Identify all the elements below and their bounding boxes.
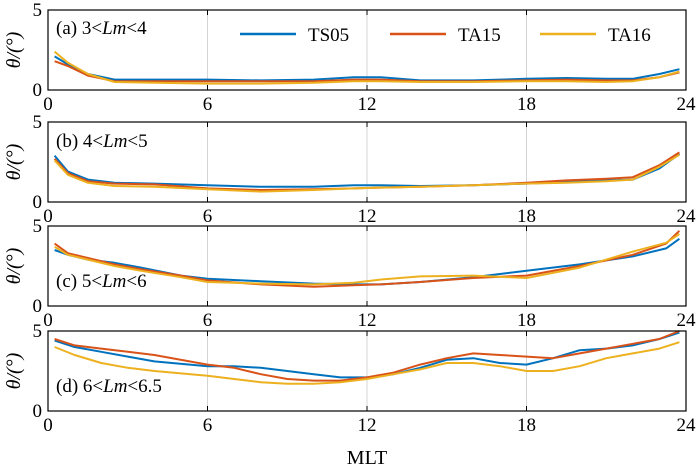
panel-0: 0 6 12 18 24 0 5 θ/(°) (a) 3<Lm<4: [3, 0, 696, 115]
panel-label: (d) 6<Lm<6.5: [56, 376, 162, 397]
x-tick-label: 24: [677, 94, 697, 115]
legend-label-ta15: TA15: [458, 25, 501, 46]
x-tick-label: 18: [517, 94, 536, 115]
x-tick-label: 24: [677, 206, 697, 227]
x-tick-label: 18: [517, 206, 536, 227]
panel-1: 0 6 12 18 24 0 5 θ/(°) (b) 4<Lm<5: [3, 112, 696, 227]
series-line-ta16: [53, 153, 680, 193]
y-tick-label: 0: [33, 296, 43, 317]
y-tick-label: 5: [33, 321, 43, 342]
x-tick-label: 6: [203, 94, 213, 115]
y-axis-label: θ/(°): [3, 247, 25, 284]
y-axis-label: θ/(°): [3, 143, 25, 180]
panel-label: (a) 3<Lm<4: [56, 18, 147, 39]
legend: TS05 TA15 TA16: [240, 25, 651, 46]
legend-label-ts05: TS05: [308, 25, 349, 46]
x-tick-label: 6: [203, 310, 213, 331]
y-tick-label: 5: [33, 216, 43, 237]
x-tick-label: 6: [203, 206, 213, 227]
legend-label-ta16: TA16: [608, 25, 651, 46]
series-line-ta16: [54, 233, 680, 286]
panel-label: (c) 5<Lm<6: [56, 271, 147, 292]
y-tick-label: 5: [33, 112, 43, 133]
panel-3: 0 6 12 18 24 0 5 θ/(°) (d) 6<Lm<6.5: [3, 321, 696, 436]
x-tick-label: 12: [358, 415, 377, 436]
x-tick-label: 24: [677, 310, 697, 331]
x-tick-label: 12: [358, 94, 377, 115]
x-tick-label: 18: [517, 310, 536, 331]
y-tick-label: 0: [33, 80, 43, 101]
x-tick-label: 0: [43, 415, 53, 436]
x-axis-label: MLT: [347, 447, 387, 469]
x-tick-label: 0: [43, 94, 53, 115]
y-axis-label: θ/(°): [3, 352, 25, 389]
x-tick-label: 0: [43, 206, 53, 227]
x-tick-label: 6: [203, 415, 213, 436]
panel-2: 0 6 12 18 24 0 5 θ/(°) (c) 5<Lm<6: [3, 216, 696, 331]
x-tick-label: 24: [677, 415, 697, 436]
x-tick-label: 12: [358, 310, 377, 331]
y-axis-label: θ/(°): [3, 31, 25, 68]
series-line-ta16: [54, 341, 680, 385]
panel-label: (b) 4<Lm<5: [56, 131, 148, 152]
x-tick-label: 0: [43, 310, 53, 331]
series-line-ta15: [54, 330, 680, 382]
y-tick-label: 0: [33, 401, 43, 422]
series-line-ta16: [53, 50, 680, 85]
x-tick-label: 18: [517, 415, 536, 436]
series-line-ts05: [54, 55, 680, 82]
y-tick-label: 5: [33, 0, 43, 21]
x-tick-label: 12: [358, 206, 377, 227]
y-tick-label: 0: [33, 192, 43, 213]
